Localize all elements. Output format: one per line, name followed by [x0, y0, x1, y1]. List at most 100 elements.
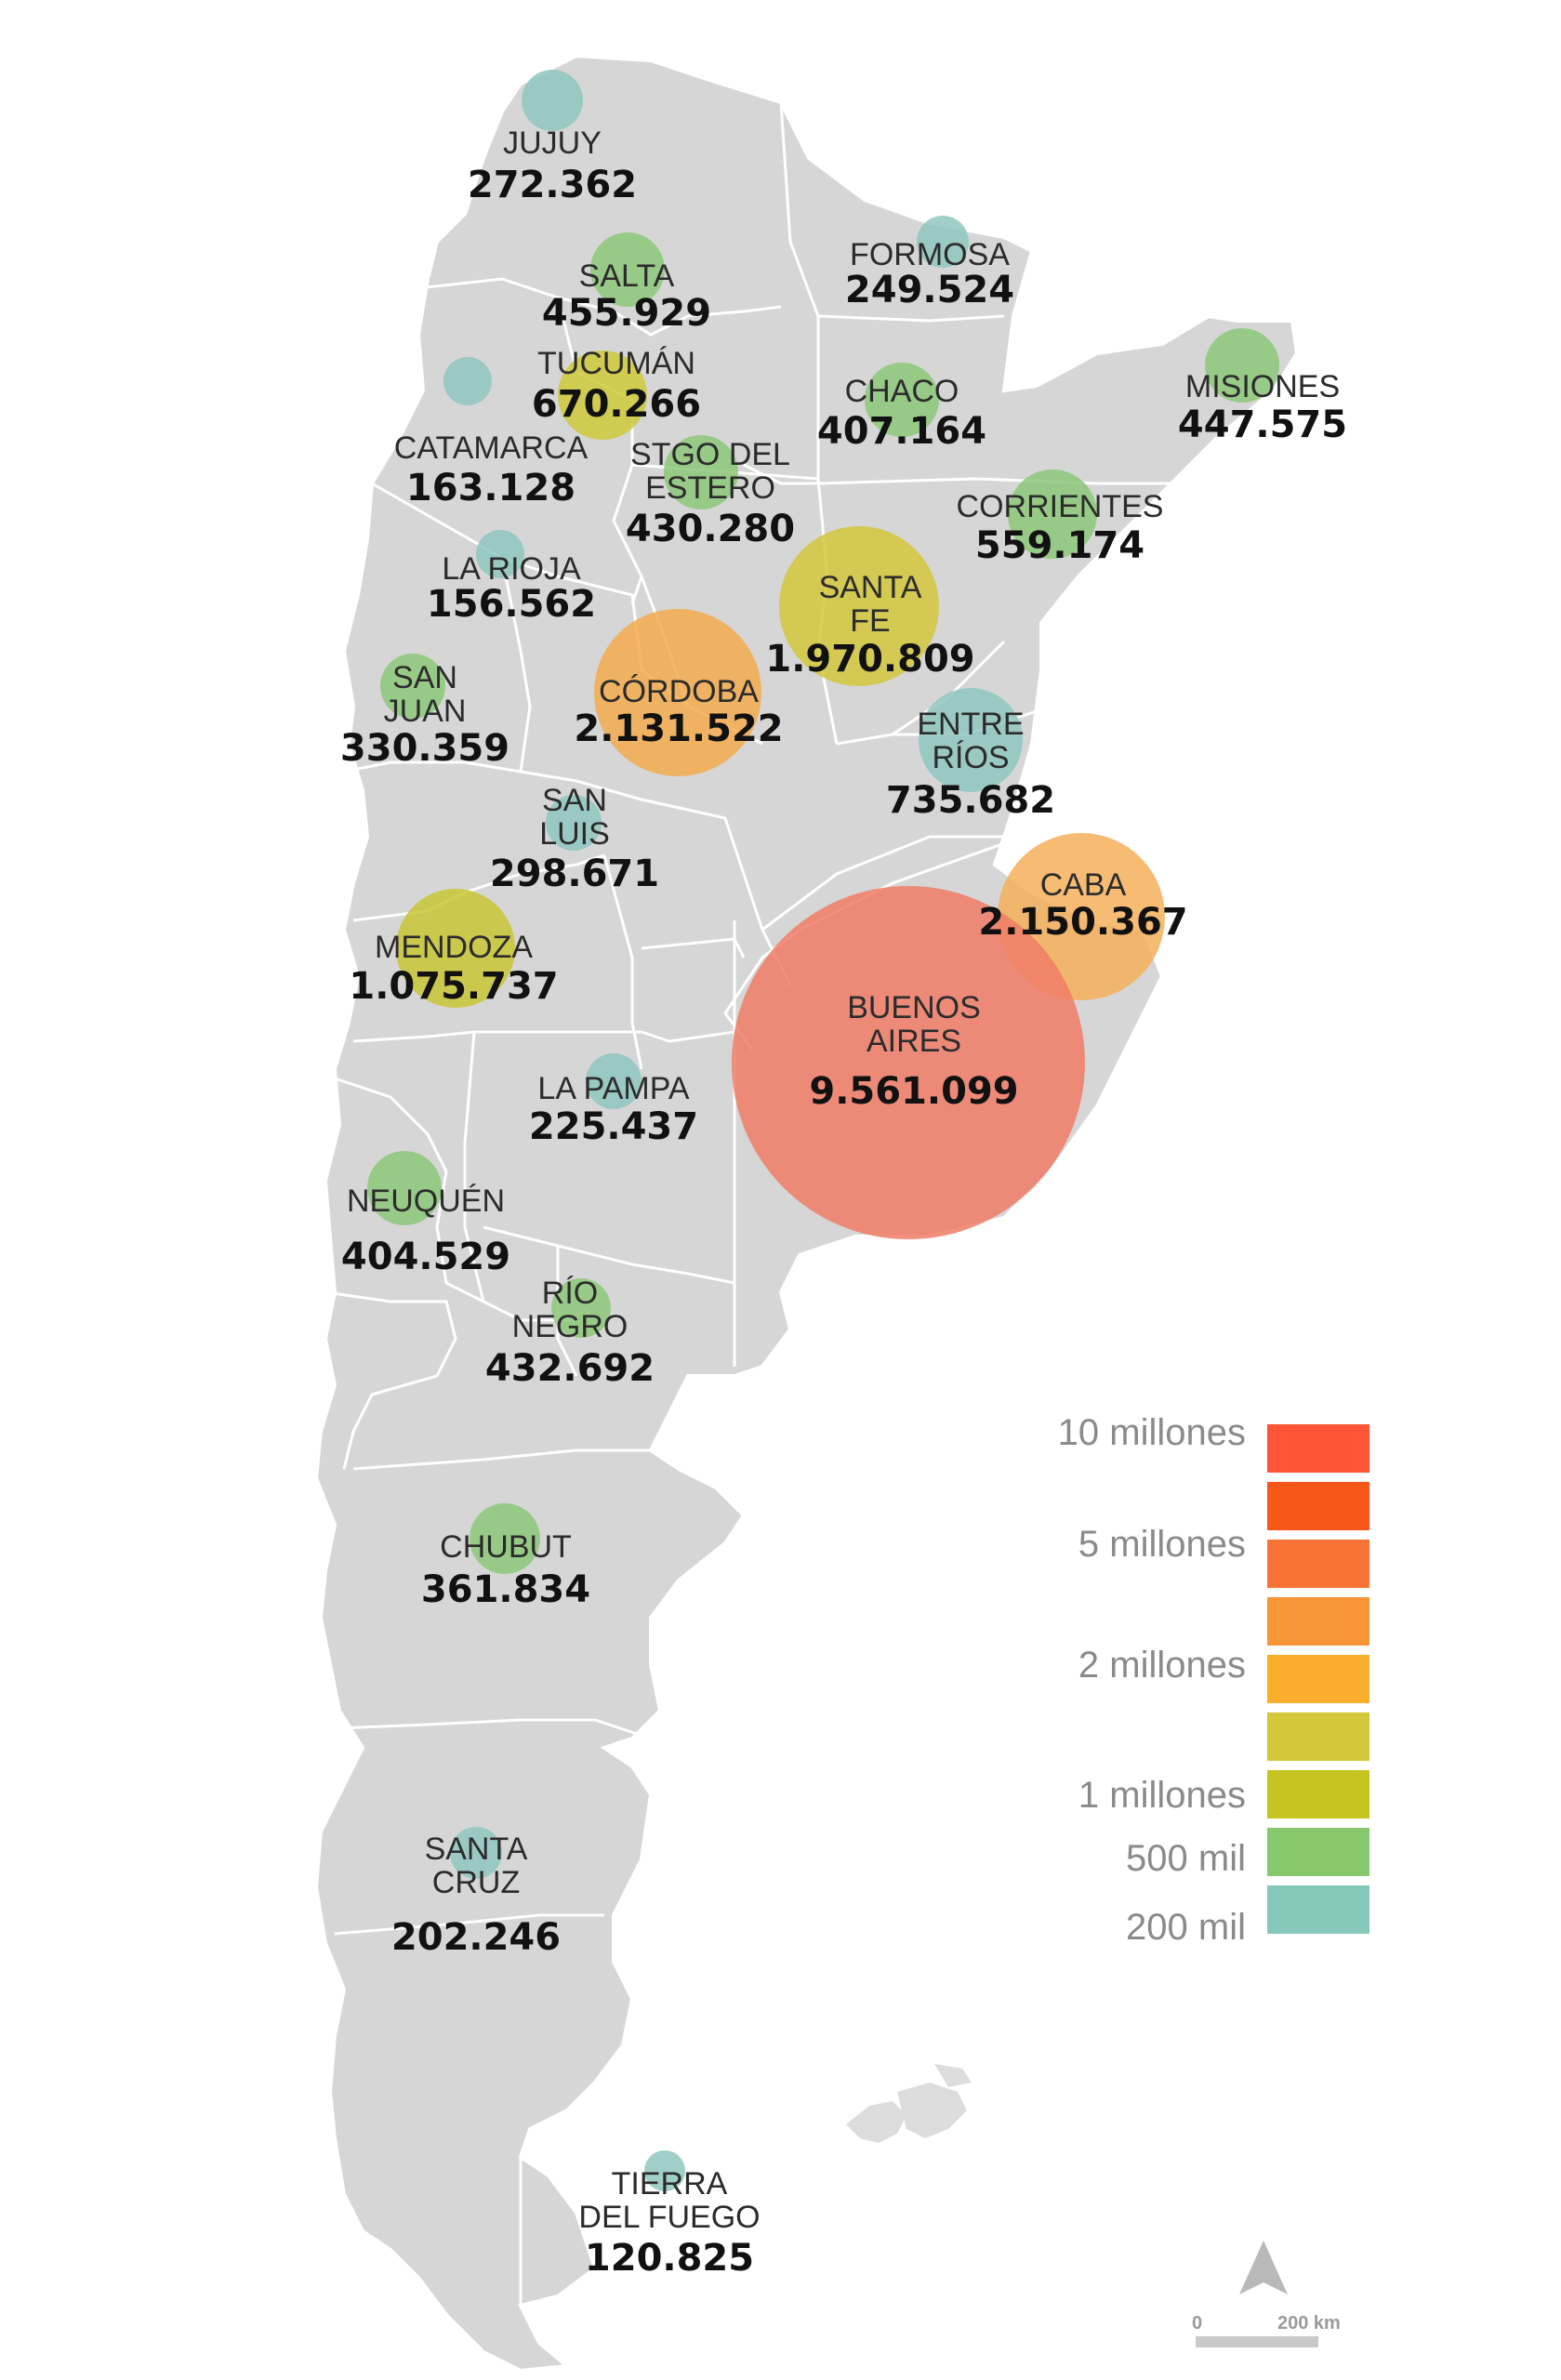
bubble-neuquen — [367, 1151, 442, 1225]
province-value-lapampa: 225.437 — [529, 1105, 698, 1148]
province-name-caba: CABA — [1040, 867, 1127, 903]
legend-swatch — [1267, 1655, 1369, 1703]
bubble-stgo — [664, 435, 738, 509]
legend-swatches — [1267, 1424, 1369, 1934]
province-value-neuquen: 404.529 — [341, 1236, 510, 1278]
legend-swatch — [1267, 1885, 1369, 1934]
bubble-mendoza — [396, 889, 515, 1008]
province-name-catamarca: CATAMARCA — [394, 430, 589, 466]
legend-swatch — [1267, 1540, 1369, 1588]
legend-swatch — [1267, 1597, 1369, 1646]
legend-label: 5 millones — [1078, 1524, 1246, 1565]
bubble-cordoba — [594, 609, 761, 776]
province-name-salta: SALTA — [579, 258, 675, 294]
province-name-lapampa: LA PAMPA — [537, 1071, 689, 1106]
province-name-misiones: MISIONES — [1185, 369, 1340, 404]
province-name-stgo: ESTERO — [645, 470, 775, 506]
province-name-entrerios: RÍOS — [932, 740, 1009, 775]
province-name-sanluis: LUIS — [539, 816, 610, 852]
scale-bar: 0 200 km — [1192, 2313, 1341, 2347]
province-name-stgo: STGO DEL — [630, 437, 790, 472]
bubble-rionegro — [551, 1278, 611, 1338]
bubble-catamarca — [443, 357, 492, 405]
province-value-entrerios: 735.682 — [886, 779, 1055, 822]
bubble-buenosaires — [732, 886, 1085, 1239]
province-name-sanluis: SAN — [542, 783, 607, 818]
province-value-sanjuan: 330.359 — [340, 727, 509, 770]
province-name-santafe: FE — [850, 603, 890, 639]
legend-label: 200 mil — [1126, 1907, 1246, 1948]
population-bubbles — [367, 70, 1279, 2191]
north-arrow-icon — [1239, 2241, 1288, 2294]
legend-swatch — [1267, 1712, 1369, 1761]
bubble-entrerios — [919, 688, 1023, 792]
bubble-jujuy — [522, 70, 583, 131]
province-value-tucuman: 670.266 — [532, 383, 701, 426]
province-name-mendoza: MENDOZA — [375, 930, 533, 965]
province-name-tierradelfuego: DEL FUEGO — [578, 2200, 760, 2235]
province-name-buenosaires: BUENOS — [847, 990, 981, 1025]
scale-start-label: 0 — [1192, 2313, 1202, 2334]
province-value-mendoza: 1.075.737 — [349, 965, 558, 1008]
bubble-salta — [590, 232, 665, 307]
province-name-tierradelfuego: TIERRA — [612, 2166, 728, 2202]
province-name-sanjuan: JUAN — [384, 694, 467, 729]
legend-swatch — [1267, 1770, 1369, 1818]
province-value-tierradelfuego: 120.825 — [585, 2237, 754, 2280]
province-name-chaco: CHACO — [845, 374, 959, 409]
province-name-tucuman: TUCUMÁN — [537, 346, 695, 381]
province-name-larioja: LA RIOJA — [442, 551, 581, 587]
province-name-santafe: SANTA — [819, 570, 922, 605]
province-name-buenosaires: AIRES — [866, 1024, 961, 1059]
province-value-santafe: 1.970.809 — [765, 638, 974, 681]
province-value-sanluis: 298.671 — [490, 853, 659, 895]
province-name-santacruz: CRUZ — [432, 1865, 520, 1900]
province-value-stgo: 430.280 — [626, 508, 795, 550]
province-name-rionegro: RÍO — [542, 1276, 598, 1311]
argentina-landmass — [313, 53, 1300, 2373]
bubble-santacruz — [450, 1827, 502, 1879]
province-value-buenosaires: 9.561.099 — [809, 1070, 1018, 1113]
legend-label: 10 millones — [1058, 1412, 1246, 1453]
province-name-jujuy: JUJUY — [503, 126, 602, 161]
province-value-chaco: 407.164 — [817, 410, 986, 453]
province-value-catamarca: 163.128 — [406, 467, 575, 509]
legend-label: 1 millones — [1078, 1775, 1246, 1816]
province-value-larioja: 156.562 — [427, 583, 596, 626]
legend-label: 2 millones — [1078, 1645, 1246, 1686]
province-value-chubut: 361.834 — [421, 1568, 590, 1611]
province-value-corrientes: 559.174 — [975, 524, 1144, 567]
province-value-cordoba: 2.131.522 — [574, 707, 783, 750]
legend-swatch — [1267, 1482, 1369, 1530]
bubble-lapampa — [586, 1053, 642, 1109]
province-name-entrerios: ENTRE — [917, 707, 1024, 742]
province-value-rionegro: 432.692 — [485, 1347, 655, 1390]
province-value-formosa: 249.524 — [845, 269, 1014, 311]
legend-label: 500 mil — [1126, 1838, 1246, 1879]
islands — [846, 2064, 972, 2143]
bubble-misiones — [1205, 328, 1279, 403]
province-name-neuquen: NEUQUÉN — [347, 1183, 505, 1219]
bubble-sanjuan — [380, 654, 445, 719]
province-value-misiones: 447.575 — [1178, 403, 1347, 446]
scale-end-label: 200 km — [1277, 2313, 1341, 2334]
bubble-corrientes — [1008, 469, 1097, 559]
province-value-salta: 455.929 — [542, 292, 711, 335]
province-name-chubut: CHUBUT — [440, 1529, 572, 1565]
province-value-jujuy: 272.362 — [468, 164, 637, 206]
bubble-tierradelfuego — [644, 2150, 685, 2191]
province-value-caba: 2.150.367 — [978, 901, 1187, 944]
province-name-rionegro: NEGRO — [512, 1309, 628, 1344]
legend-swatch — [1267, 1424, 1369, 1473]
bubble-chubut — [470, 1503, 540, 1574]
province-name-formosa: FORMOSA — [850, 237, 1010, 272]
province-name-sanjuan: SAN — [392, 660, 457, 695]
province-name-corrientes: CORRIENTES — [957, 489, 1164, 524]
province-name-santacruz: SANTA — [425, 1831, 528, 1867]
bubble-tucuman — [558, 350, 647, 440]
bubble-chaco — [865, 363, 939, 437]
bubble-larioja — [476, 530, 524, 578]
bubble-sanluis — [546, 795, 602, 851]
